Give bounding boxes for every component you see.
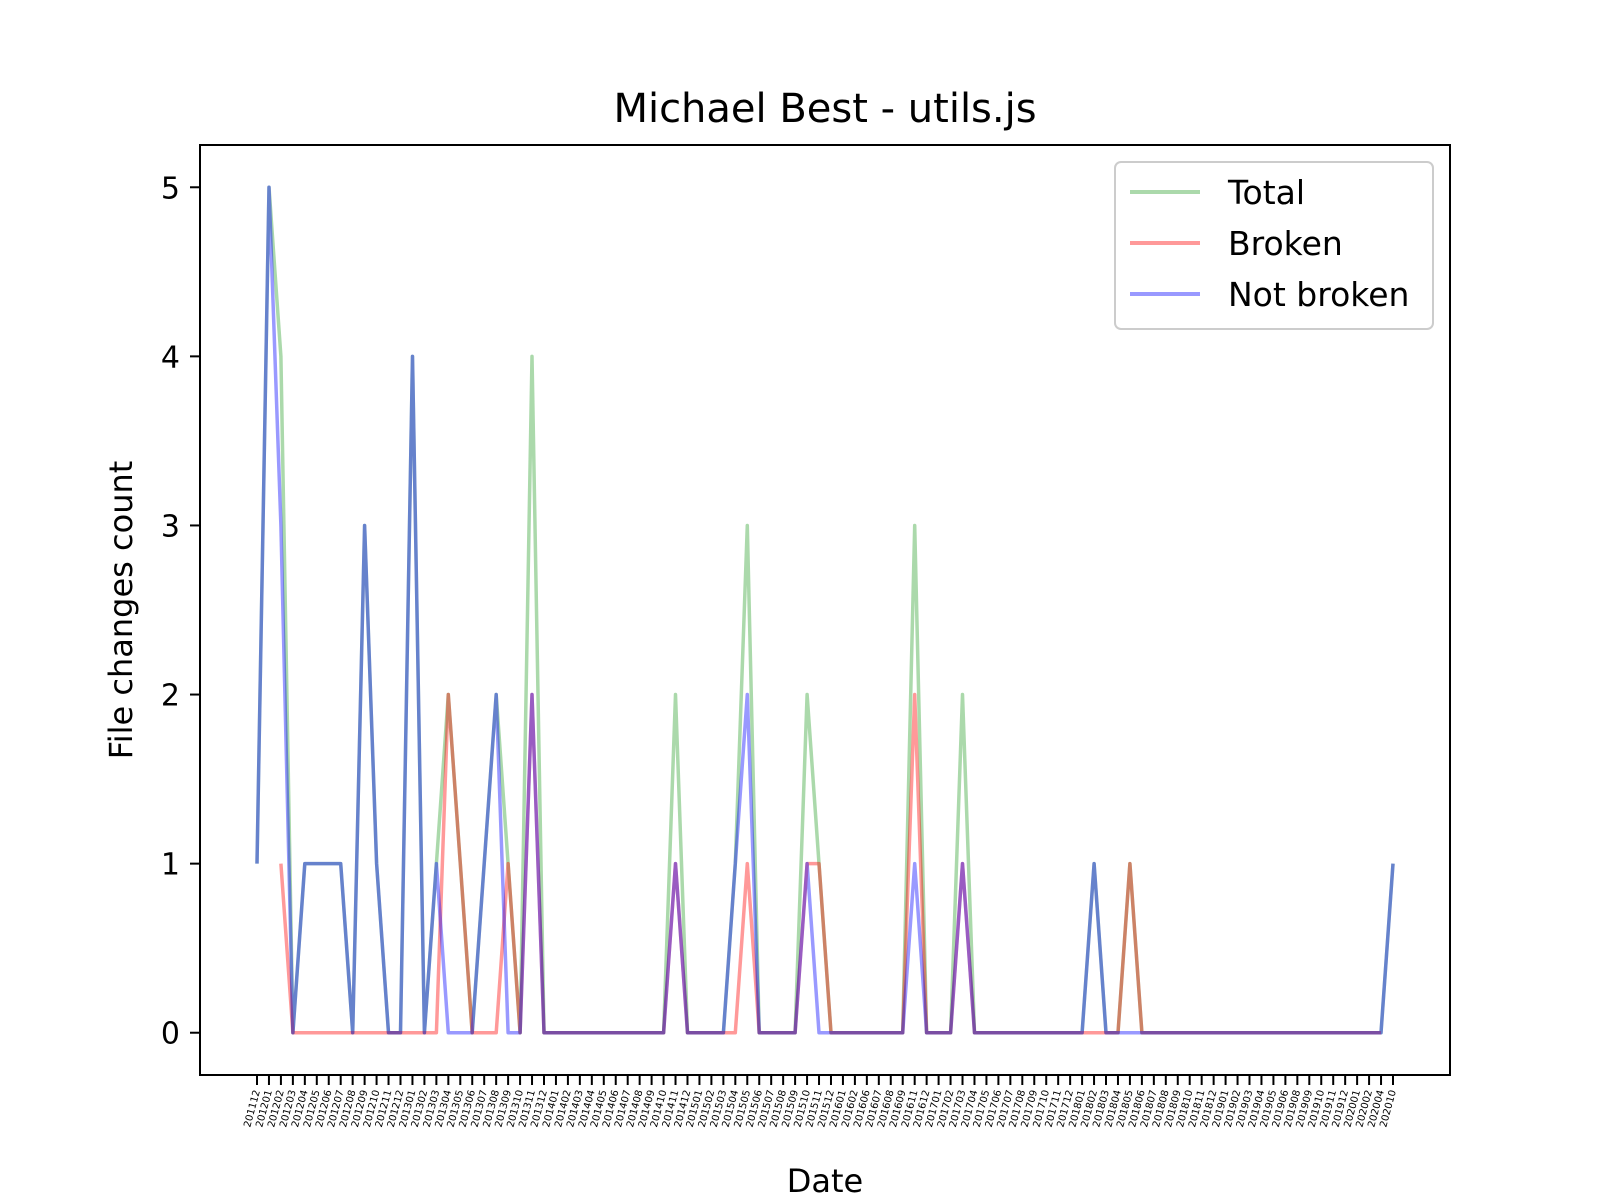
legend-box	[1114, 161, 1434, 330]
legend-label-broken: Broken	[1228, 224, 1343, 263]
legend: Total Broken Not broken	[1114, 161, 1434, 330]
y-axis: 0 1 2 3 4 5	[161, 171, 200, 1052]
y-tick-label: 5	[161, 171, 180, 206]
x-axis: 2011122012012012022012032012042012052012…	[242, 1075, 1399, 1129]
y-tick-label: 0	[161, 1017, 180, 1052]
series-line-broken	[279, 692, 1381, 1035]
plot-frame	[199, 144, 1451, 1076]
y-tick-label: 4	[161, 340, 180, 375]
x-axis-label: Date	[787, 1162, 863, 1200]
y-tick-label: 1	[161, 848, 180, 883]
legend-label-not-broken: Not broken	[1228, 275, 1409, 314]
y-tick-label: 2	[161, 679, 180, 714]
series-line-total	[255, 185, 1395, 1035]
y-axis-label: File changes count	[102, 461, 140, 760]
series-layer	[255, 185, 1395, 1035]
legend-label-total: Total	[1227, 173, 1305, 212]
chart-title: Michael Best - utils.js	[613, 86, 1036, 132]
series-line-not-broken	[255, 185, 1395, 1035]
y-tick-label: 3	[161, 509, 180, 544]
